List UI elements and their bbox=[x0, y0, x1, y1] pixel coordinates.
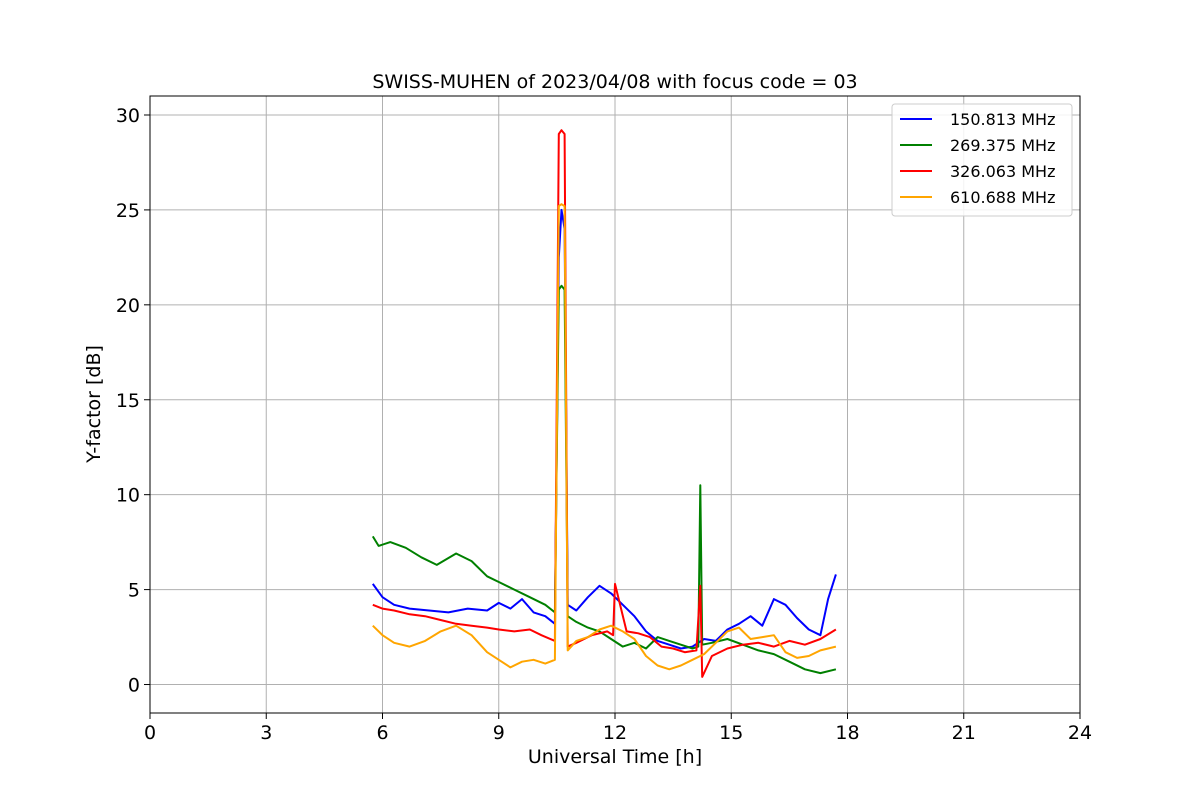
y-tick-label: 0 bbox=[128, 675, 140, 697]
x-tick-label: 24 bbox=[1068, 722, 1092, 744]
x-tick-label: 18 bbox=[835, 722, 859, 744]
x-tick-label: 6 bbox=[376, 722, 388, 744]
series-lines bbox=[371, 129, 837, 678]
x-tick-label: 0 bbox=[144, 722, 156, 744]
series-line-3 bbox=[372, 129, 837, 678]
series-line-2 bbox=[371, 284, 837, 675]
y-axis: 0 5 10 15 20 25 30 bbox=[116, 105, 150, 697]
y-tick-label: 5 bbox=[128, 580, 140, 602]
x-tick-label: 21 bbox=[952, 722, 976, 744]
x-tick-label: 9 bbox=[493, 722, 505, 744]
x-axis-label: Universal Time [h] bbox=[528, 746, 702, 768]
y-tick-label: 15 bbox=[116, 390, 140, 412]
x-axis: 0 3 6 9 12 15 18 21 24 bbox=[144, 713, 1092, 744]
x-tick-label: 3 bbox=[260, 722, 272, 744]
x-tick-label: 12 bbox=[603, 722, 627, 744]
y-tick-label: 25 bbox=[116, 200, 140, 222]
legend: 150.813 MHz 269.375 MHz 326.063 MHz 610.688… bbox=[891, 103, 1073, 217]
legend-label: 326.063 MHz bbox=[950, 162, 1055, 181]
legend-label: 610.688 MHz bbox=[950, 188, 1055, 207]
series-line-1 bbox=[371, 208, 837, 650]
legend-box bbox=[891, 103, 1073, 217]
legend-label: 269.375 MHz bbox=[950, 136, 1055, 155]
chart-title: SWISS-MUHEN of 2023/04/08 with focus cod… bbox=[372, 71, 857, 93]
legend-label: 150.813 MHz bbox=[950, 110, 1055, 129]
series-line-4 bbox=[372, 203, 837, 671]
x-tick-label: 15 bbox=[719, 722, 743, 744]
y-axis-label: Y-factor [dB] bbox=[83, 345, 105, 464]
y-tick-label: 30 bbox=[116, 105, 140, 127]
y-tick-label: 20 bbox=[116, 295, 140, 317]
y-tick-label: 10 bbox=[116, 485, 140, 507]
